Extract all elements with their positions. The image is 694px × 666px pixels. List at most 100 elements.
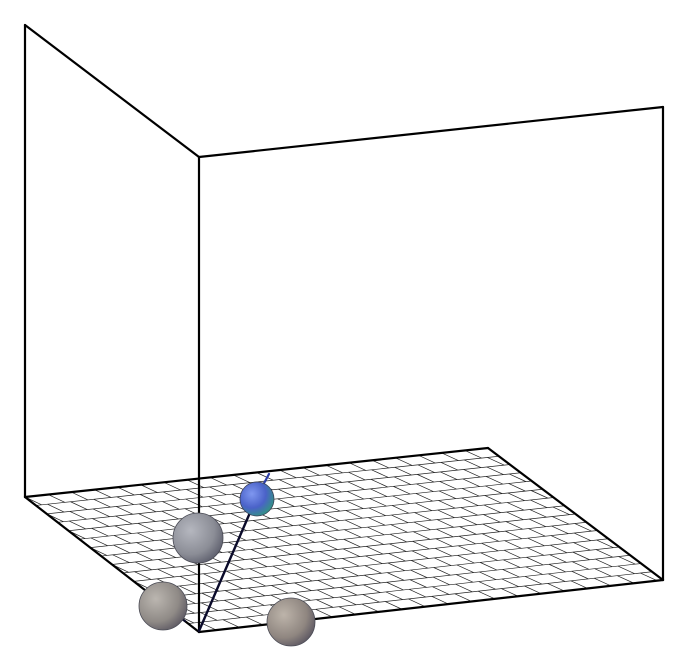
floor-grid-tile-edge [228,541,246,551]
floor-grid-tile-edge [323,493,341,502]
floor-grid-tile-edge [91,527,109,537]
floor-grid-tile-edge [433,567,451,576]
floor-grid-tile-edge [574,532,592,541]
floor-grid-tile-edge [296,553,314,562]
floor-grid-tile-edge [92,518,110,527]
floor-grid-tile-edge [528,528,546,537]
floor-grid-tile-edge [409,588,427,598]
floor-grid-tile-edge [460,516,478,526]
floor-grid-tile-edge [274,536,292,546]
floor-grid-tile-edge [161,510,179,520]
floor-grid-tile-edge [395,457,413,466]
floor-grid-row-line [57,472,521,523]
floor-grid-tile-edge [487,457,505,466]
floor-grid-tile-edge [113,535,131,544]
floor-grid-tile-edge [409,579,427,588]
floor-grid-tile-edge [572,551,590,561]
floor-grid-tile-edge [431,596,449,605]
floor-grid-tile-edge [391,514,409,524]
floor-grid-tile-edge [389,533,407,543]
floor-grid-tile-edge [368,507,386,516]
floor-grid-tile-edge [299,515,317,524]
floor-grid-tile-edge [388,553,406,562]
floor-grid-tile-edge [418,455,436,464]
floor-grid-tile-edge [595,549,613,558]
floor-grid-tile-edge [90,537,108,547]
floor-grid-tile-edge [387,572,405,581]
floor-grid-tile-edge [478,581,496,590]
floor-grid-tile-edge [412,540,430,550]
floor-grid-tile-edge [293,592,311,601]
floor-grid-tile-edge [344,529,362,538]
floor-grid-tile-edge [440,462,458,471]
floor-grid-tile-edge [507,502,525,511]
floor-grid-tile-edge [550,544,568,554]
floor-grid-tile-edge [226,570,244,580]
floor-grid-tile-edge [410,569,428,579]
floor-grid-tile-edge [275,527,293,536]
floor-grid-tile-edge [273,556,291,565]
floor-grid-tile-edge [462,478,480,487]
floor-grid-tile-edge [321,522,339,531]
floor-grid-tile-edge [434,547,452,557]
floor-grid-tile-edge [297,543,315,553]
floor-grid-tile-edge [186,479,204,488]
floor-grid-tile-edge [200,612,218,621]
floor-grid-tile-edge [179,575,197,585]
top-front-edge [197,105,665,159]
floor-grid-tile-edge [225,580,243,589]
floor-grid-tile-edge [417,474,435,483]
floor-grid-tile-edge [70,501,88,510]
floor-grid-row-line [188,571,653,624]
floor-grid-tile-edge [325,474,343,483]
floor-grid-tile-edge [548,563,566,573]
floor-grid-tile-edge [230,513,248,522]
floor-grid-tile-edge [387,562,405,572]
floor-grid-tile-edge [256,472,274,481]
floor-grid-tile-edge [247,597,265,606]
floor-grid-tile-edge [457,555,475,564]
floor-grid-tile-edge [138,513,156,522]
floor-grid-tile-edge [432,576,450,586]
floor-grid-tile-edge [480,552,498,561]
floor-grid-tile-edge [210,477,228,486]
floor-grid-tile-edge [301,486,319,495]
floor-grid-tile-edge [158,549,176,558]
floor-grid-tile-edge [344,519,362,529]
floor-grid-tile-edge [439,481,457,490]
floor-grid-tile-edge [596,539,614,548]
floor-grid-tile-edge [411,550,429,559]
floor-grid-tile-edge [461,497,479,506]
floor-grid-row-line [35,455,499,506]
floor-grid-tile-edge [93,498,111,508]
floor-grid-tile-edge [69,520,87,530]
floor-grid-tile-edge [276,508,294,517]
floor-grid-tile-edge [251,539,269,548]
floor-grid-tile-edge [71,491,89,501]
floor-grid-tile-edge [505,521,523,530]
floor-grid-tile-edge [316,599,334,608]
floor-grid-tile-edge [571,570,589,580]
floor-grid-tile-edge [298,524,316,534]
floor-grid-tile-edge [413,531,431,540]
floor-grid-tile-edge [158,559,176,568]
floor-grid-tile-edge [502,569,520,578]
floor-grid-tile-edge [385,591,403,600]
floor-grid-tile-edge [392,495,410,504]
floor-grid-tile-edge [346,491,364,500]
floor-grid-tile-edge [325,464,343,474]
floor-grid-tile-edge [390,524,408,533]
floor-grid-tile-edge [617,565,635,575]
sphere-gray-right [266,597,316,647]
floor-grid-tile-edge [319,551,337,560]
floor-grid-tile-edge [339,596,357,606]
floor-grid-tile-edge [530,499,548,508]
sphere-gray-upper [172,512,224,564]
floor-grid-tile-edge [300,495,318,505]
floor-grid-tile-edge [507,492,525,501]
floor-grid-tile-edge [464,450,482,459]
floor-grid-tile-edge [506,511,524,520]
floor-grid-tile-edge [301,476,319,486]
floor-grid-tile-edge [318,570,336,579]
